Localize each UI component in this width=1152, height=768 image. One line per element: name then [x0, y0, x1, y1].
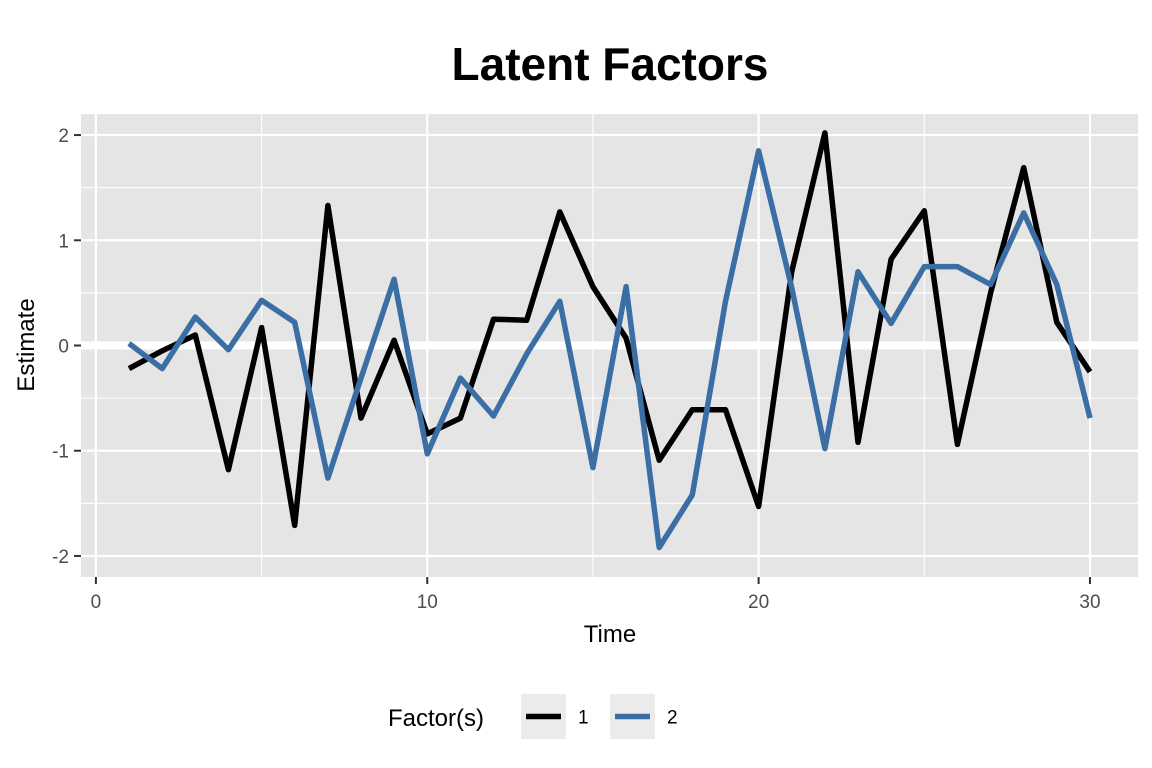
chart-title: Latent Factors [452, 38, 769, 90]
series-1-point [1023, 167, 1024, 168]
series-2-point [758, 150, 759, 151]
series-1-point [824, 132, 825, 133]
y-tick-label: 2 [58, 126, 69, 147]
series-2-point [824, 448, 825, 449]
series-1-point [327, 205, 328, 206]
series-1-point [791, 271, 792, 272]
series-1-point [891, 259, 892, 260]
series-1-point [162, 350, 163, 351]
series-1-point [924, 210, 925, 211]
series-2-line [127, 148, 1093, 551]
series-2-point [1056, 284, 1057, 285]
series-2-point [559, 301, 560, 302]
series-1-point [228, 469, 229, 470]
x-tick-label: 10 [417, 592, 438, 613]
series-1-point [725, 409, 726, 410]
legend-label-2: 2 [667, 708, 678, 729]
series-2-point [195, 317, 196, 318]
series-layer [127, 130, 1093, 551]
series-1-line [127, 130, 1093, 529]
series-1-point [493, 319, 494, 320]
series-2-point [427, 453, 428, 454]
series-2-point [990, 284, 991, 285]
series-2-point [626, 286, 627, 287]
series-2-point [592, 467, 593, 468]
series-1-point [460, 418, 461, 419]
series-2-point [1023, 212, 1024, 213]
series-2-point [791, 287, 792, 288]
series-2-point [957, 266, 958, 267]
series-1-point [559, 211, 560, 212]
series-1-point [1056, 322, 1057, 323]
series-1-point [294, 525, 295, 526]
series-2-point [460, 378, 461, 379]
series-1-point [692, 409, 693, 410]
series-1-point [526, 320, 527, 321]
series-2-point [360, 378, 361, 379]
series-2-point [129, 343, 130, 344]
series-1-point [427, 433, 428, 434]
series-2-point [1089, 418, 1090, 419]
series-1-point [858, 442, 859, 443]
series-2-point [162, 368, 163, 369]
legend-label-1: 1 [578, 708, 589, 729]
series-2-point [327, 478, 328, 479]
series-1-point [394, 340, 395, 341]
series-1-point [195, 334, 196, 335]
series-2-point [228, 349, 229, 350]
series-2-point [493, 416, 494, 417]
series-1-point [592, 286, 593, 287]
series-1-point [261, 327, 262, 328]
series-2-point [294, 322, 295, 323]
series-2-point [526, 353, 527, 354]
series-2-point [858, 271, 859, 272]
series-2-point [692, 494, 693, 495]
series-1-point [626, 338, 627, 339]
series-2-point [725, 301, 726, 302]
series-1-point [659, 460, 660, 461]
series-1-point [990, 292, 991, 293]
series-1-point [758, 506, 759, 507]
y-tick-label: -2 [52, 547, 69, 568]
x-tick-label: 30 [1079, 592, 1100, 613]
y-tick-label: 0 [58, 337, 69, 358]
series-2-point [659, 547, 660, 548]
series-2-point [394, 279, 395, 280]
series-1-point [1089, 371, 1090, 372]
series-1-point [360, 418, 361, 419]
x-tick-label: 0 [91, 592, 102, 613]
series-2-point [261, 300, 262, 301]
series-1-point [957, 444, 958, 445]
axis-layer: 0 10 20 30 -2 -1 0 1 2 [52, 126, 1100, 613]
x-tick-label: 20 [748, 592, 769, 613]
y-tick-label: 1 [58, 231, 69, 252]
series-1-point [129, 368, 130, 369]
y-tick-label: -1 [52, 442, 69, 463]
series-2-point [924, 266, 925, 267]
series-2-point [891, 323, 892, 324]
legend-title: Factor(s) [388, 705, 484, 732]
y-axis-title: Estimate [13, 298, 40, 391]
x-axis-title: Time [584, 621, 636, 648]
